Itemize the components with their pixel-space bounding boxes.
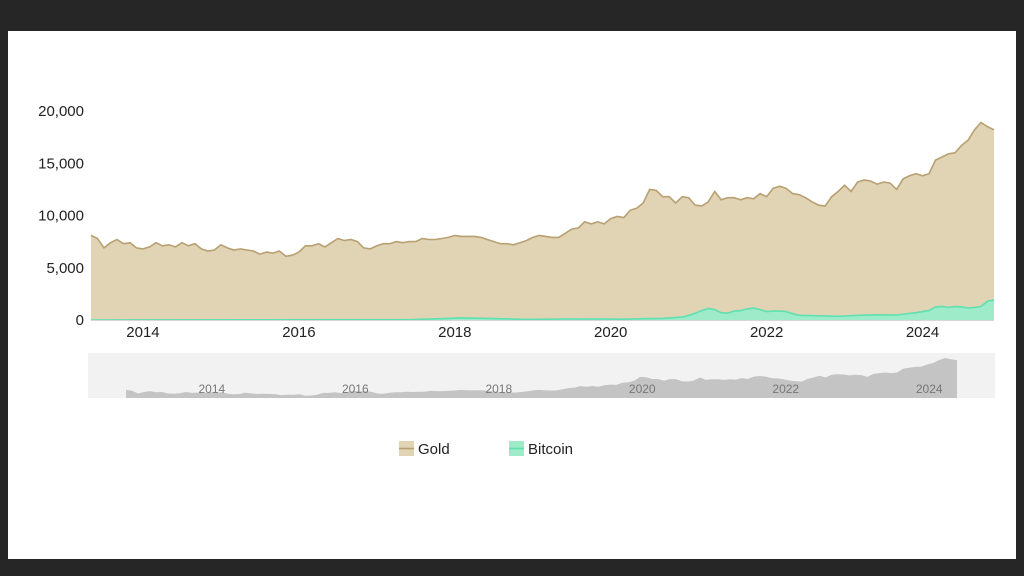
x-tick-label: 2014 (126, 324, 159, 341)
gold-series-line (90, 121, 995, 258)
bitcoin-series-area (91, 300, 994, 320)
navigator-tick-label: 2024 (916, 382, 943, 396)
y-tick-label: 0 (76, 312, 84, 329)
chart-panel: 0 5,000 10,000 15,000 20,000 2014 2016 2018 2020… (8, 31, 1016, 559)
main-plot-area: 0 5,000 10,000 15,000 20,000 2014 2016 2018 2020… (38, 103, 995, 341)
y-tick-label: 20,000 (38, 103, 84, 120)
legend-label: Bitcoin (528, 441, 573, 458)
y-tick-label: 5,000 (46, 260, 84, 277)
y-tick-label: 15,000 (38, 155, 84, 172)
legend-item-bitcoin[interactable]: Bitcoin (509, 441, 573, 458)
x-tick-label: 2020 (594, 324, 627, 341)
navigator-tick-label: 2022 (772, 382, 799, 396)
y-tick-label: 10,000 (38, 208, 84, 225)
legend: Gold Bitcoin (399, 441, 573, 458)
legend-item-gold[interactable]: Gold (399, 441, 450, 458)
navigator-panel[interactable]: 2014 2016 2018 2020 2022 2024 (88, 353, 995, 398)
navigator-series-area (126, 358, 957, 398)
x-tick-label: 2018 (438, 324, 471, 341)
x-tick-label: 2016 (282, 324, 315, 341)
chart-svg: 0 5,000 10,000 15,000 20,000 2014 2016 2018 2020… (38, 103, 995, 458)
navigator-tick-label: 2014 (198, 382, 225, 396)
bitcoin-series-line (90, 299, 995, 321)
gold-series-area (91, 122, 994, 320)
x-tick-label: 2022 (750, 324, 783, 341)
navigator-tick-label: 2016 (342, 382, 369, 396)
navigator-tick-label: 2018 (485, 382, 512, 396)
x-tick-label: 2024 (906, 324, 939, 341)
legend-label: Gold (418, 441, 450, 458)
navigator-tick-label: 2020 (629, 382, 656, 396)
